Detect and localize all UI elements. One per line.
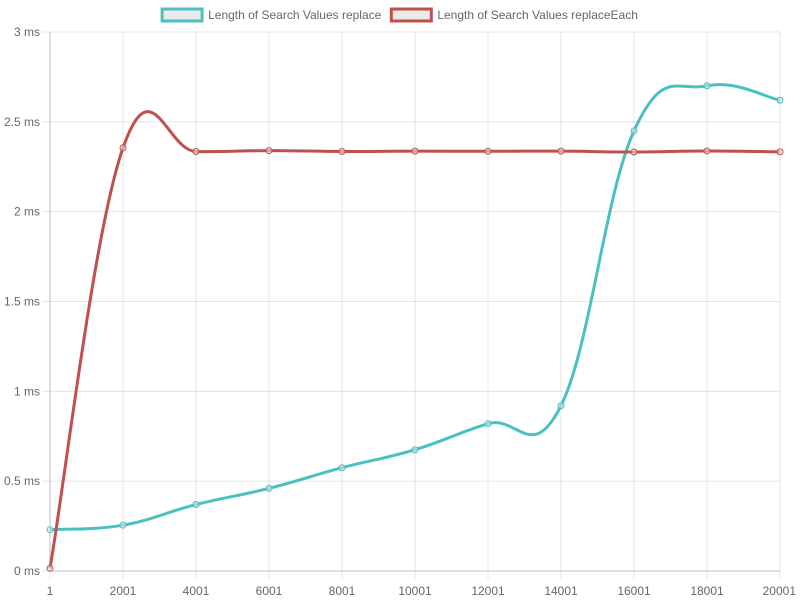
y-tick-label: 0 ms xyxy=(14,564,40,578)
data-point[interactable] xyxy=(557,147,565,155)
x-tick-label: 20001 xyxy=(763,584,797,598)
data-point[interactable] xyxy=(46,526,54,534)
data-point[interactable] xyxy=(46,564,54,572)
axes: 0 ms0.5 ms1 ms1.5 ms2 ms2.5 ms3 ms1 2001 4… xyxy=(4,25,796,598)
x-tick-label: 8001 xyxy=(329,584,356,598)
legend-label: Length of Search Values replaceEach xyxy=(437,8,638,22)
data-point[interactable] xyxy=(776,96,784,104)
x-tick-label: 14001 xyxy=(544,584,578,598)
data-point[interactable] xyxy=(119,144,127,152)
legend-swatch xyxy=(160,7,204,23)
data-point[interactable] xyxy=(411,147,419,155)
x-tick-label: 6001 xyxy=(256,584,283,598)
legend-item-0[interactable]: Length of Search Values replace xyxy=(160,7,382,23)
y-tick-label: 0.5 ms xyxy=(4,474,40,488)
data-points xyxy=(46,82,784,572)
data-point[interactable] xyxy=(776,148,784,156)
legend-label: Length of Search Values replace xyxy=(208,8,382,22)
x-tick-label: 4001 xyxy=(183,584,210,598)
x-tick-label: 1 xyxy=(47,584,54,598)
grid-lines xyxy=(49,31,781,572)
y-tick-label: 1.5 ms xyxy=(4,295,40,309)
x-tick-label: 18001 xyxy=(690,584,724,598)
y-tick-label: 1 ms xyxy=(14,384,40,398)
data-point[interactable] xyxy=(265,484,273,492)
data-point[interactable] xyxy=(557,402,565,410)
data-point[interactable] xyxy=(411,446,419,454)
data-point[interactable] xyxy=(703,82,711,90)
y-tick-label: 2.5 ms xyxy=(4,115,40,129)
data-point[interactable] xyxy=(630,127,638,135)
data-point[interactable] xyxy=(484,147,492,155)
data-point[interactable] xyxy=(119,521,127,529)
data-point[interactable] xyxy=(338,147,346,155)
y-tick-label: 3 ms xyxy=(14,25,40,39)
x-tick-label: 2001 xyxy=(110,584,137,598)
data-point[interactable] xyxy=(703,147,711,155)
data-point[interactable] xyxy=(484,420,492,428)
data-point[interactable] xyxy=(192,501,200,509)
y-tick-label: 2 ms xyxy=(14,205,40,219)
legend-swatch xyxy=(389,7,433,23)
data-point[interactable] xyxy=(630,148,638,156)
x-tick-label: 10001 xyxy=(398,584,432,598)
legend: Length of Search Values replace Length of… xyxy=(160,7,638,23)
data-point[interactable] xyxy=(338,464,346,472)
data-point[interactable] xyxy=(265,147,273,155)
x-tick-label: 16001 xyxy=(617,584,651,598)
legend-item-1[interactable]: Length of Search Values replaceEach xyxy=(389,7,638,23)
data-point[interactable] xyxy=(192,147,200,155)
x-tick-label: 12001 xyxy=(471,584,505,598)
